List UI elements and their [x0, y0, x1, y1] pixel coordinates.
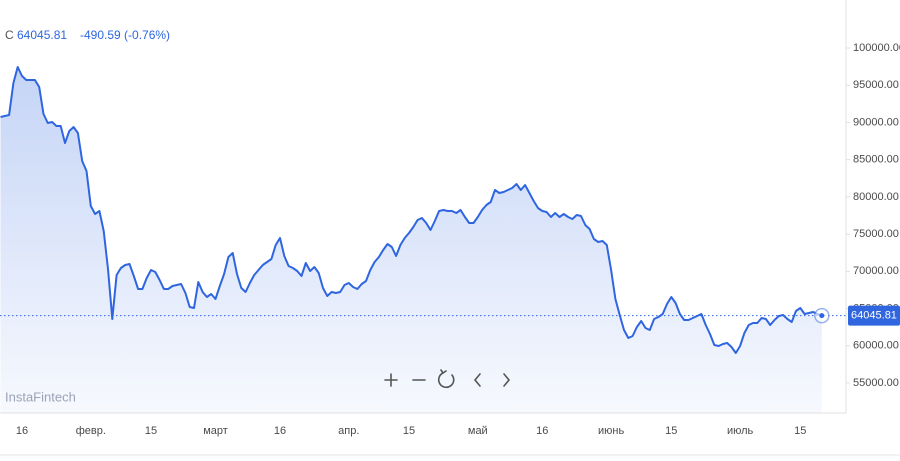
watermark: InstaFintech: [5, 389, 76, 404]
x-tick-label: 15: [665, 425, 677, 437]
price-tag-label: 64045.81: [851, 310, 897, 322]
toolbar: [380, 368, 516, 392]
area-fill: [0, 67, 822, 413]
x-tick-label: 15: [145, 425, 157, 437]
x-tick-label: 16: [274, 425, 286, 437]
y-tick-label: 85000.00: [853, 154, 899, 166]
zoom-out-button[interactable]: [408, 368, 430, 392]
x-tick-label: апр.: [338, 425, 359, 437]
zoom-in-button[interactable]: [380, 368, 402, 392]
y-tick-label: 80000.00: [853, 191, 899, 203]
price-line: [0, 66, 823, 354]
y-tick-label: 90000.00: [853, 116, 899, 128]
y-tick-label: 75000.00: [853, 228, 899, 240]
scroll-right-button[interactable]: [494, 368, 516, 392]
y-tick-label: 55000.00: [853, 377, 899, 389]
price-change: -490.59 (-0.76%): [80, 28, 170, 42]
last-price: 64045.81: [17, 28, 67, 42]
x-tick-label: 15: [794, 425, 806, 437]
x-tick-label: май: [468, 425, 488, 437]
x-tick-label: 15: [403, 425, 415, 437]
symbol: C: [5, 28, 14, 42]
y-tick-label: 60000.00: [853, 340, 899, 352]
x-tick-label: март: [203, 425, 228, 437]
x-tick-label: февр.: [76, 425, 106, 437]
y-tick-label: 100000.00: [853, 42, 900, 54]
x-tick-label: 16: [536, 425, 548, 437]
scroll-left-button[interactable]: [466, 368, 488, 392]
x-tick-label: июль: [727, 425, 754, 437]
y-tick-label: 95000.00: [853, 79, 899, 91]
plot-area: [0, 66, 846, 413]
price-tag: [848, 305, 900, 326]
x-tick-label: июнь: [598, 425, 624, 437]
y-tick-label: 70000.00: [853, 265, 899, 277]
x-tick-label: 16: [16, 425, 28, 437]
last-point: [819, 313, 825, 319]
reset-button[interactable]: [436, 368, 458, 392]
